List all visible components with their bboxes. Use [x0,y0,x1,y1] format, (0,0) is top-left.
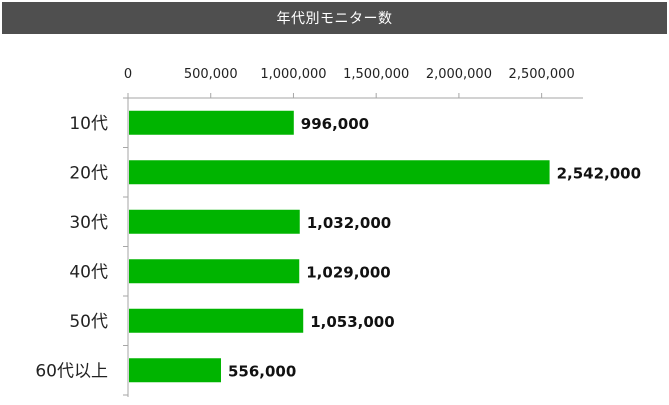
category-label: 50代 [69,312,108,332]
data-label: 556,000 [228,362,296,380]
category-label: 30代 [69,213,108,233]
category-label: 20代 [69,163,108,183]
data-label: 1,032,000 [307,214,391,232]
x-tick-label: 0 [124,67,132,82]
bar [129,209,300,234]
bar-layer [129,110,550,383]
x-tick-label: 500,000 [184,67,238,82]
bar [129,308,304,333]
x-tick-label: 1,500,000 [343,67,409,82]
title-bar-background [2,2,667,34]
bar [129,358,221,383]
data-label: 1,053,000 [310,313,394,331]
data-label: 2,542,000 [557,164,641,182]
x-tick-label: 2,000,000 [426,67,492,82]
data-label: 1,029,000 [306,263,390,281]
bar [129,160,550,185]
bar [129,259,300,284]
x-tick-label: 2,500,000 [509,67,575,82]
category-label: 40代 [69,262,108,282]
category-label: 10代 [69,114,108,134]
category-label: 60代以上 [35,361,108,381]
chart-title: 年代別モニター数 [276,11,393,27]
axis-layer: 0 500,000 1,000,000 1,500,000 2,000,000 2,500… [123,67,583,397]
x-tick-label: 1,000,000 [260,67,326,82]
label-layer: 10代 996,000 20代 2,542,000 30代 1,032,000 40代 1,0… [35,114,641,382]
bar [129,110,294,135]
data-label: 996,000 [301,115,369,133]
